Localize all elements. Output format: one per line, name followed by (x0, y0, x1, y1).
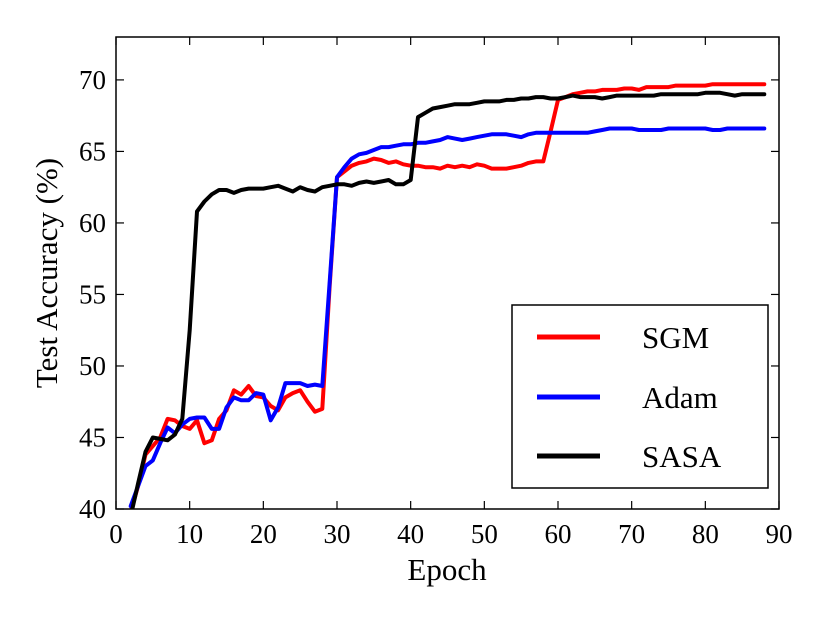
y-axis-title: Test Accuracy (%) (29, 158, 64, 388)
legend-label-sasa: SASA (642, 439, 722, 474)
x-tick-label: 60 (545, 519, 572, 549)
y-tick-label: 55 (79, 279, 106, 309)
y-tick-label: 45 (79, 422, 106, 452)
plot-frame (115, 36, 780, 510)
y-tick-label: 40 (79, 494, 106, 524)
x-axis-title: Epoch (407, 552, 487, 587)
y-tick-label: 65 (79, 136, 106, 166)
x-tick-label: 10 (176, 519, 203, 549)
x-tick-label: 90 (766, 519, 793, 549)
y-tick-label: 60 (79, 208, 106, 238)
legend-label-sgm: SGM (642, 320, 709, 355)
ticks-layer: 0 10 20 30 40 50 60 70 80 90 40 45 50 55 60 65 70 (79, 37, 793, 549)
series-line-adam (128, 126, 767, 509)
x-tick-label: 80 (692, 519, 719, 549)
legend-label-adam: Adam (642, 380, 718, 415)
x-tick-label: 0 (109, 519, 123, 549)
series-layer (128, 82, 767, 509)
x-tick-label: 30 (324, 519, 351, 549)
series-line-sasa (130, 90, 767, 509)
x-tick-label: 40 (397, 519, 424, 549)
x-tick-label: 50 (471, 519, 498, 549)
y-tick-label: 70 (79, 65, 106, 95)
x-tick-label: 70 (618, 519, 645, 549)
x-tick-label: 20 (250, 519, 277, 549)
series-line-sgm (129, 82, 767, 509)
legend: SGM Adam SASA (511, 304, 769, 489)
y-tick-label: 50 (79, 351, 106, 381)
